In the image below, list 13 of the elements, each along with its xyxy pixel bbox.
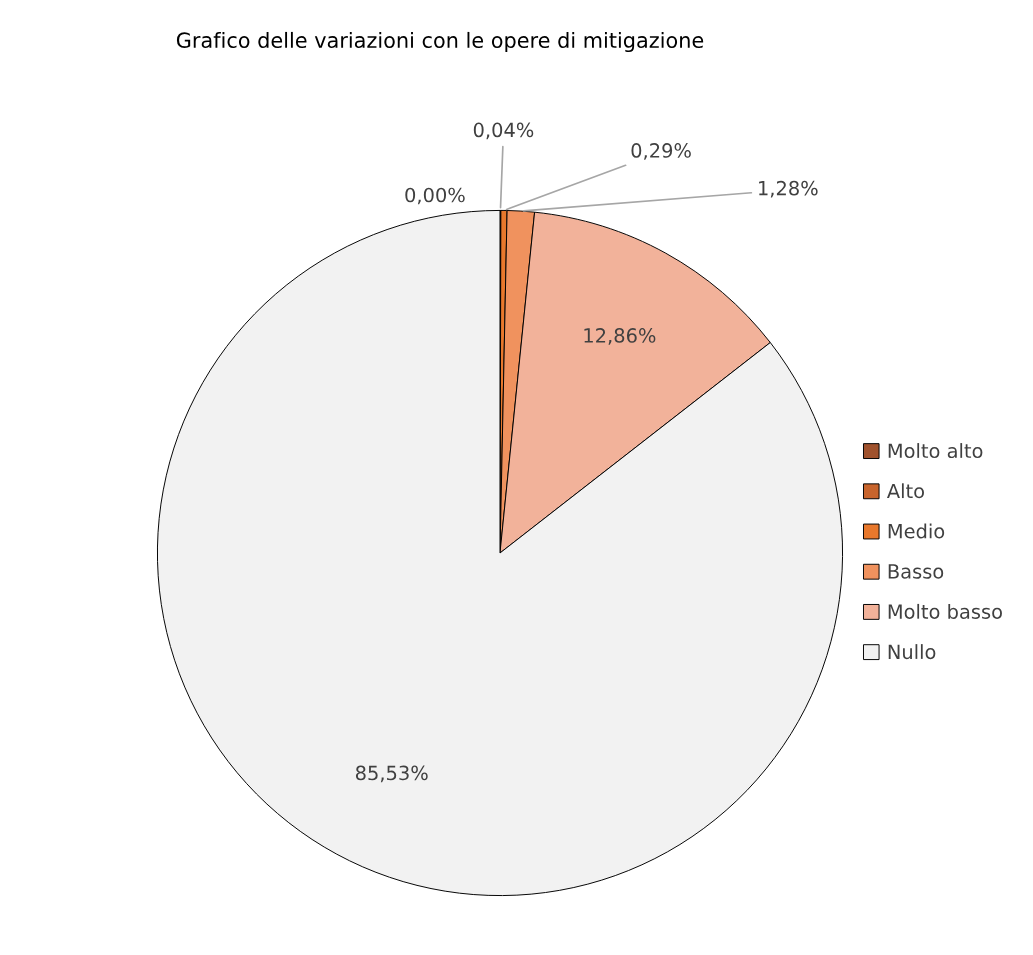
data-label: 1,28% bbox=[759, 180, 818, 198]
legend-label: Alto bbox=[886, 483, 924, 499]
data-label: 0,04% bbox=[473, 122, 534, 140]
legend-label: Molto alto bbox=[888, 443, 983, 459]
legend-label: Nullo bbox=[888, 644, 936, 660]
data-label: 12,86% bbox=[584, 328, 656, 345]
text: 0,00% bbox=[405, 187, 465, 205]
data-label: 85,53% bbox=[355, 765, 428, 783]
data-label: 0,29% bbox=[631, 143, 691, 160]
chart-title: Grafico delle variazioni con le opere di mitigazione bbox=[176, 31, 704, 53]
legend-label: Molto basso bbox=[888, 603, 1002, 619]
legend-label: Basso bbox=[888, 564, 944, 579]
legend-label: Medio bbox=[888, 523, 945, 539]
